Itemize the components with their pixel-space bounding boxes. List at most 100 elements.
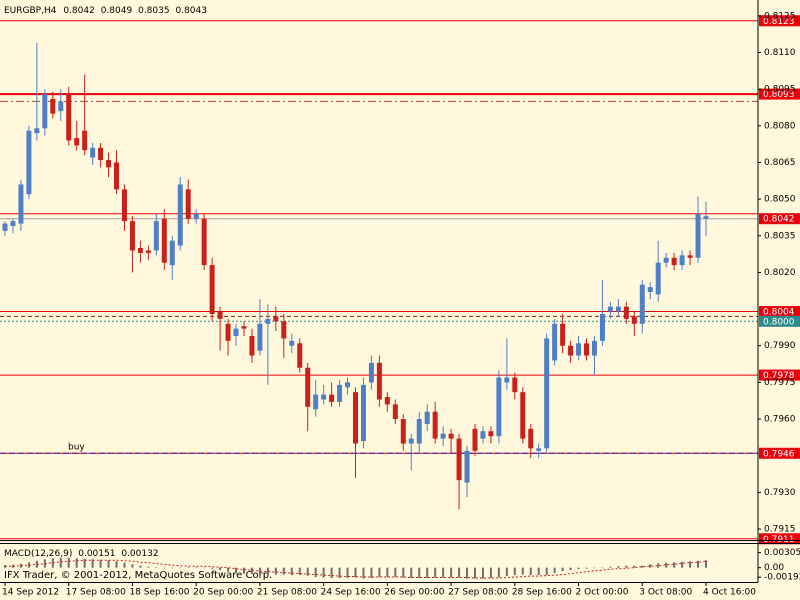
- x-tick-label: 21 Sep 08:00: [257, 588, 317, 598]
- candle-body: [217, 311, 223, 319]
- candle-body: [265, 318, 271, 324]
- candle-body: [432, 411, 438, 439]
- footer: IFX Trader, © 2001-2012, MetaQuotes Soft…: [4, 570, 272, 581]
- candle-body: [392, 404, 398, 420]
- indicator-y-tick-label: 0.00: [764, 563, 784, 573]
- signal-line: [5, 559, 707, 579]
- candle-body: [544, 338, 550, 449]
- candle-body: [440, 433, 446, 439]
- candle-body: [257, 323, 263, 351]
- macd-bar: [418, 567, 421, 579]
- level-tag: [759, 533, 800, 545]
- macd-bar: [155, 567, 158, 568]
- x-tick-label: 2 Oct 00:00: [576, 588, 629, 598]
- macd-bar: [322, 567, 325, 578]
- candle-body: [488, 431, 494, 437]
- macd-bar: [665, 562, 668, 568]
- macd-bar: [11, 564, 14, 568]
- candle-body: [241, 326, 247, 329]
- candle-body: [584, 343, 590, 356]
- macd-bar: [434, 567, 437, 578]
- candle-body: [623, 306, 629, 319]
- indicator-name: MACD(12,26,9): [4, 549, 72, 559]
- macd-bar: [617, 566, 620, 568]
- macd-bar: [43, 559, 46, 568]
- macd-bar: [75, 558, 78, 568]
- y-tick-label: 0.8110: [764, 48, 796, 58]
- y-tick-label: 0.7990: [764, 341, 796, 351]
- candle-body: [329, 394, 335, 402]
- candle-body: [297, 343, 303, 368]
- annotation: buy: [68, 443, 85, 453]
- macd-bar: [203, 567, 206, 569]
- macd-bar: [123, 562, 126, 568]
- x-tick-label: 20 Sep 00:00: [193, 588, 253, 598]
- level-tag-label: 0.8000: [763, 317, 795, 327]
- macd-bar: [195, 567, 198, 568]
- macd-bar: [537, 567, 540, 576]
- candle-body: [153, 221, 159, 251]
- macd-bar: [569, 567, 572, 571]
- last-open: 0.8042: [63, 6, 95, 16]
- macd-bar: [489, 567, 492, 579]
- symbol: EURGBP,H4: [4, 6, 57, 16]
- y-tick-label: 0.8035: [764, 231, 796, 241]
- candle-body: [576, 343, 582, 356]
- macd-bar: [394, 567, 397, 578]
- candle-body: [599, 313, 605, 341]
- x-tick-label: 28 Sep 16:00: [512, 588, 572, 598]
- candle-body: [233, 328, 239, 336]
- macd-bar: [290, 567, 293, 576]
- indicator-header: MACD(12,26,9) 0.00151 0.00132: [4, 549, 159, 559]
- candle-body: [42, 94, 48, 129]
- macd-bar: [211, 567, 214, 569]
- macd-bar: [187, 567, 190, 568]
- candle-body: [631, 316, 637, 324]
- macd-bar: [673, 562, 676, 568]
- candle-body: [464, 450, 470, 483]
- x-tick-label: 27 Sep 08:00: [448, 588, 508, 598]
- x-tick-label: 24 Sep 16:00: [321, 588, 381, 598]
- macd-bar: [51, 558, 54, 568]
- macd-bar: [577, 567, 580, 570]
- candle-body: [129, 221, 135, 251]
- x-tick-label: 17 Sep 08:00: [66, 588, 126, 598]
- macd-bar: [219, 567, 222, 571]
- y-tick-label: 0.8065: [764, 158, 796, 168]
- macd-bar: [386, 567, 389, 578]
- macd-bar: [473, 567, 476, 579]
- indicator-y-tick-label: -0.00192: [764, 573, 800, 583]
- macd-bar: [83, 558, 86, 568]
- macd-bar: [378, 567, 381, 578]
- macd-bar: [338, 567, 341, 579]
- macd-bar: [298, 567, 301, 576]
- x-tick-label: 18 Sep 16:00: [129, 588, 189, 598]
- candle-body: [114, 162, 120, 190]
- y-tick-label: 0.7915: [764, 525, 796, 535]
- macd-bar: [131, 564, 134, 568]
- macd-bar: [139, 565, 142, 568]
- macd-bar: [625, 565, 628, 568]
- candle-body: [520, 392, 526, 439]
- candle-body: [456, 438, 462, 481]
- macd-bar: [450, 567, 453, 578]
- level-tag-label: 0.8093: [763, 90, 795, 100]
- candle-body: [360, 384, 366, 442]
- candle-body: [18, 184, 24, 224]
- indicator-y-tick-label: 0.00305: [764, 548, 800, 558]
- y-tick-label: 0.8050: [764, 195, 796, 205]
- candle-body: [74, 138, 80, 146]
- candle-body: [34, 128, 40, 134]
- candle-body: [591, 340, 597, 356]
- candle-body: [472, 428, 478, 451]
- candle-body: [137, 248, 143, 253]
- level-tag: [759, 315, 800, 327]
- level-tag-label: 0.7946: [763, 449, 795, 459]
- level-tag: [759, 369, 800, 381]
- x-tick-label: 4 Oct 16:00: [703, 588, 756, 598]
- macd-bar: [242, 567, 245, 574]
- macd-bar: [59, 557, 62, 568]
- x-tick-label: 3 Oct 08:00: [639, 588, 692, 598]
- macd-bar: [115, 561, 118, 568]
